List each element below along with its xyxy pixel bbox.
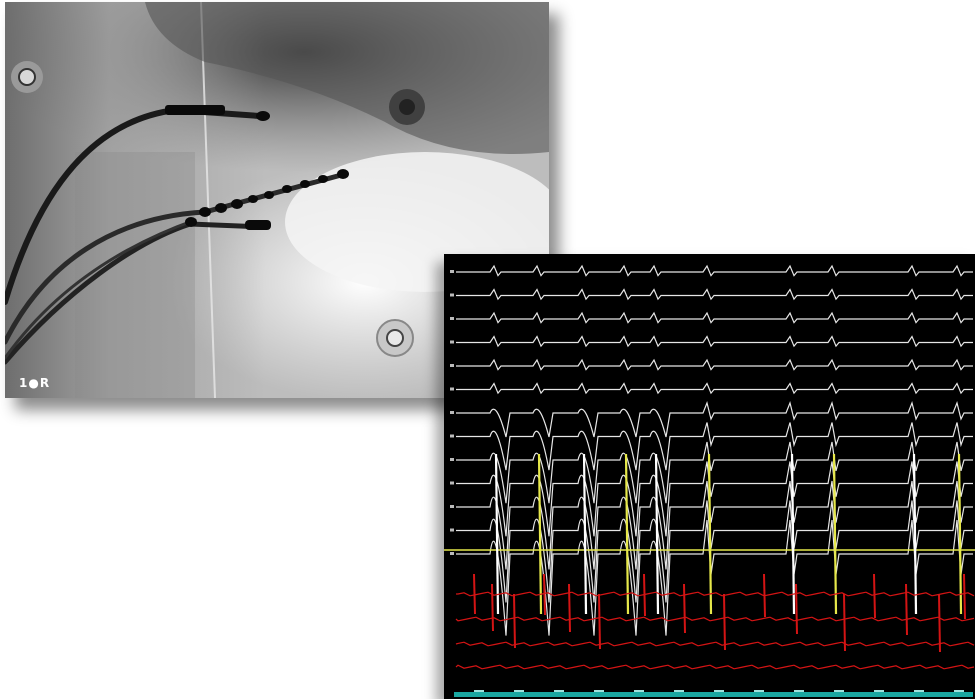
depolarization-spike <box>654 453 660 615</box>
ablation-spike <box>643 573 646 617</box>
ecg-trace <box>456 461 973 537</box>
channel-marker <box>450 364 454 367</box>
ablation-spike <box>905 583 908 636</box>
time-bar <box>454 692 973 697</box>
ablation-spike <box>568 583 571 633</box>
ecg-trace <box>456 441 973 504</box>
depolarization-spike <box>832 453 838 615</box>
channel-marker <box>450 340 454 344</box>
projection-label: 1●R <box>19 376 51 390</box>
electrode-patch-icon <box>11 61 43 93</box>
ablation-trace <box>455 664 975 670</box>
depolarization-spike <box>912 453 918 615</box>
time-tick <box>874 690 884 692</box>
ablation-spike <box>683 583 686 634</box>
ecg-trace <box>456 382 973 395</box>
electrode-patch-icon <box>376 319 414 357</box>
ecg-trace <box>456 422 973 471</box>
ablation-spike <box>938 593 941 653</box>
ecg-trace <box>456 500 973 603</box>
ecg-trace <box>456 519 973 636</box>
ecg-trace <box>456 358 973 371</box>
ablation-trace <box>455 616 975 622</box>
channel-marker <box>450 387 454 391</box>
ablation-spike <box>763 573 766 618</box>
electrogram-svg <box>444 264 975 697</box>
time-tick <box>834 690 844 692</box>
ablation-trace <box>455 641 975 647</box>
channel-marker <box>450 270 454 273</box>
fluoroscopy-svg <box>5 2 549 398</box>
catheter-electrodes <box>165 105 349 230</box>
channel-marker <box>450 293 454 297</box>
time-tick <box>714 690 724 692</box>
ablation-spike <box>843 593 846 652</box>
depolarization-spike <box>707 453 713 615</box>
ablation-spike <box>963 573 966 620</box>
time-tick <box>594 690 604 692</box>
channel-marker <box>450 434 454 438</box>
ablation-spike <box>598 593 601 650</box>
depolarization-spike <box>790 453 796 615</box>
channel-marker <box>450 317 454 320</box>
ecg-trace <box>456 311 973 324</box>
electrode-patch-icon <box>389 89 425 125</box>
time-tick <box>914 690 924 692</box>
ecg-trace <box>456 401 973 438</box>
channel-marker <box>450 458 454 461</box>
time-tick <box>554 690 564 692</box>
time-tick <box>634 690 644 692</box>
ablation-spike <box>543 573 546 616</box>
depolarization-spike <box>494 453 500 615</box>
ecg-trace <box>456 264 973 277</box>
ablation-spike <box>795 583 798 635</box>
fluoroscopy-image: 1●R <box>5 2 549 398</box>
time-tick <box>754 690 764 692</box>
electrogram-panel <box>444 254 975 699</box>
time-tick <box>674 690 684 692</box>
ecg-trace <box>456 288 973 301</box>
ablation-spike <box>513 593 516 649</box>
time-tick <box>514 690 524 692</box>
time-tick <box>474 690 484 692</box>
depolarization-spike <box>957 453 963 615</box>
channel-marker <box>450 411 454 414</box>
ablation-spike <box>873 573 876 619</box>
depolarization-spike <box>582 453 588 615</box>
ecg-trace <box>456 480 973 570</box>
time-tick <box>794 690 804 692</box>
channel-marker <box>450 505 454 508</box>
catheter-shafts <box>5 106 348 365</box>
ecg-trace <box>456 335 973 348</box>
ablation-spike <box>473 573 476 615</box>
ablation-spike <box>491 583 494 632</box>
depolarization-spike <box>624 453 630 615</box>
time-tick <box>954 690 964 692</box>
depolarization-spike <box>537 453 543 615</box>
channel-marker <box>450 481 454 485</box>
ablation-spike <box>723 593 726 651</box>
ablation-trace <box>456 591 975 597</box>
channel-marker <box>450 552 454 555</box>
channel-marker <box>450 528 454 532</box>
